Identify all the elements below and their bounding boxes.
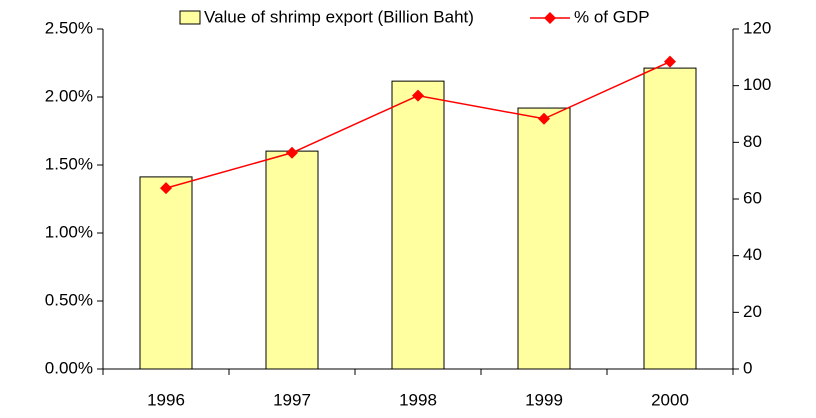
bar: [265, 150, 319, 370]
y-tick-label: 0.00%: [45, 358, 93, 377]
line-marker: [286, 146, 298, 159]
line-marker: [412, 89, 424, 102]
legend-swatch: [179, 10, 201, 25]
y2-tick-label: 120: [743, 18, 771, 37]
x-tick-label: 1999: [525, 390, 563, 409]
y2-tick-label: 40: [743, 245, 762, 264]
legend-label: % of GDP: [574, 7, 650, 26]
line-marker: [664, 55, 676, 68]
y-tick-label: 0.50%: [45, 290, 93, 309]
x-tick-label: 1997: [273, 390, 311, 409]
legend-marker: [544, 12, 556, 24]
y-tick-label: 2.00%: [45, 86, 93, 105]
x-tick-label: 1996: [147, 390, 185, 409]
bar: [643, 67, 697, 370]
y2-tick-label: 100: [743, 75, 771, 94]
bar: [139, 176, 193, 370]
y2-tick-label: 60: [743, 188, 762, 207]
y-tick-label: 2.50%: [45, 18, 93, 37]
x-tick-label: 2000: [651, 390, 689, 409]
line-marker: [160, 182, 172, 195]
line-marker: [538, 112, 550, 125]
y2-tick-label: 0: [743, 358, 752, 377]
x-tick-label: 1998: [399, 390, 437, 409]
bar: [391, 80, 445, 370]
bar: [517, 107, 571, 370]
y-tick-label: 1.50%: [45, 154, 93, 173]
y-tick-label: 1.00%: [45, 222, 93, 241]
y2-tick-label: 80: [743, 132, 762, 151]
legend-label: Value of shrimp export (Billion Baht): [204, 7, 474, 26]
y2-tick-label: 20: [743, 302, 762, 321]
